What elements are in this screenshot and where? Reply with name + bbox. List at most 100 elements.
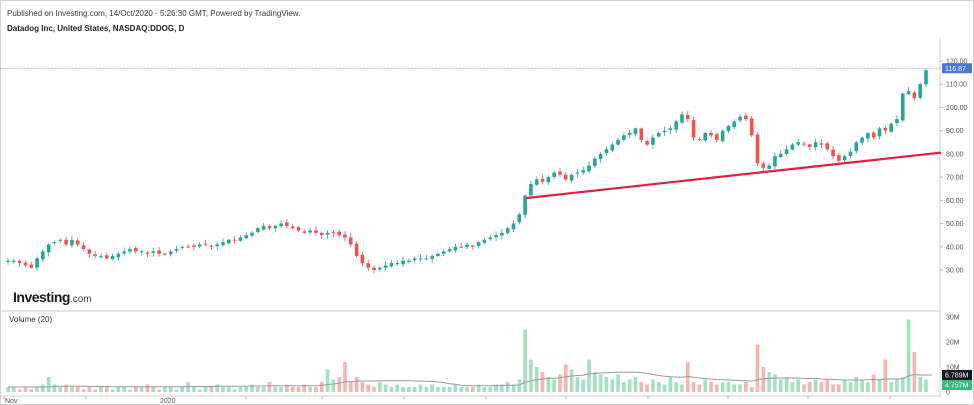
volume-bar (261, 387, 266, 392)
candle-body (6, 260, 10, 262)
candle-body (575, 172, 580, 174)
volume-bar (645, 384, 649, 392)
candle-body (784, 149, 789, 155)
candle-body (12, 260, 16, 262)
candle-body (343, 234, 347, 238)
volume-bar (691, 382, 696, 392)
price-tick-label: 110.00 (946, 82, 967, 89)
candle-body (226, 239, 231, 244)
candle-body (912, 92, 917, 99)
volume-ma-line (8, 371, 932, 388)
last-volume-value: 4.757M (945, 383, 969, 390)
volume-bar (500, 384, 504, 392)
candle-body (261, 225, 266, 230)
volume-bar (569, 369, 574, 392)
candle-body (17, 260, 22, 264)
candle-body (511, 223, 516, 230)
candle-body (668, 128, 673, 130)
candle-body (163, 253, 167, 255)
price-tick-label: 70.00 (946, 175, 964, 182)
volume-bar (110, 389, 115, 392)
logo-brand: Investing (13, 289, 70, 305)
volume-bar (6, 387, 10, 392)
volume-bar (343, 362, 347, 392)
candle-body (726, 126, 731, 132)
candle-body (215, 244, 219, 247)
candle-body (662, 130, 667, 133)
volume-bar (802, 384, 806, 392)
candle-body (285, 222, 289, 226)
volume-bar (889, 382, 893, 392)
candle-body (610, 144, 615, 151)
volume-bar (273, 387, 278, 392)
volume-bar (70, 387, 74, 392)
candle-body (319, 233, 324, 236)
volume-bar (46, 377, 51, 392)
candle-body (93, 254, 97, 257)
price-tick-label: 100.00 (946, 105, 968, 112)
candle-body (895, 119, 899, 124)
volume-bar (279, 387, 283, 392)
candle-body (354, 243, 359, 257)
candle-body (505, 228, 510, 234)
volume-bar (157, 389, 161, 392)
volume-bar (831, 384, 835, 392)
volume-bar (482, 387, 487, 392)
candle-body (273, 225, 278, 229)
volume-bar (563, 364, 568, 392)
candle-body (651, 137, 655, 145)
volume-bar (366, 384, 371, 392)
candle-body (674, 121, 678, 130)
volume-bar (453, 384, 458, 392)
candle-body (52, 242, 57, 244)
candlesticks (6, 69, 928, 274)
volume-bar (552, 379, 556, 392)
volume-bar (412, 387, 417, 392)
volume-bar (465, 387, 469, 392)
candle-body (622, 135, 626, 140)
candle-body (581, 170, 586, 173)
candle-body (70, 239, 74, 246)
volume-bar (703, 379, 708, 392)
candle-body (738, 116, 742, 121)
candle-body (290, 226, 295, 229)
volume-bar (75, 387, 80, 392)
volume-bar (244, 387, 249, 392)
volume-bar (866, 382, 870, 392)
candle-body (529, 184, 533, 196)
candle-body (35, 258, 39, 268)
volume-bar (203, 387, 208, 392)
volume-bar (529, 359, 533, 392)
last-price-value: 116.87 (945, 66, 966, 73)
candle-body (866, 132, 870, 139)
volume-bar (662, 384, 667, 392)
candle-body (331, 232, 336, 234)
candle-body (64, 239, 68, 245)
candle-body (656, 132, 661, 137)
volume-bar (749, 387, 754, 392)
candle-body (494, 235, 498, 238)
candle-body (563, 174, 568, 180)
volume-bar (616, 374, 620, 392)
volume-bar (215, 384, 219, 392)
volume-bar (319, 382, 324, 392)
candle-body (720, 130, 725, 142)
volume-bar (732, 384, 737, 392)
candle-body (41, 251, 45, 260)
candle-body (685, 114, 690, 120)
volume-bar (314, 387, 318, 392)
volume-bar (424, 387, 429, 392)
candle-body (308, 230, 312, 233)
volume-bar (232, 389, 237, 392)
volume-tick-label: 0 (946, 390, 950, 397)
candle-body (267, 226, 272, 229)
volume-bar (17, 389, 22, 392)
volume-bar (418, 384, 423, 392)
candle-body (842, 156, 847, 161)
volume-bar (674, 382, 678, 392)
volume-bar (331, 379, 336, 392)
candle-body (732, 121, 737, 128)
candle-body (122, 251, 127, 254)
volume-tick-label: 20M (946, 340, 960, 347)
